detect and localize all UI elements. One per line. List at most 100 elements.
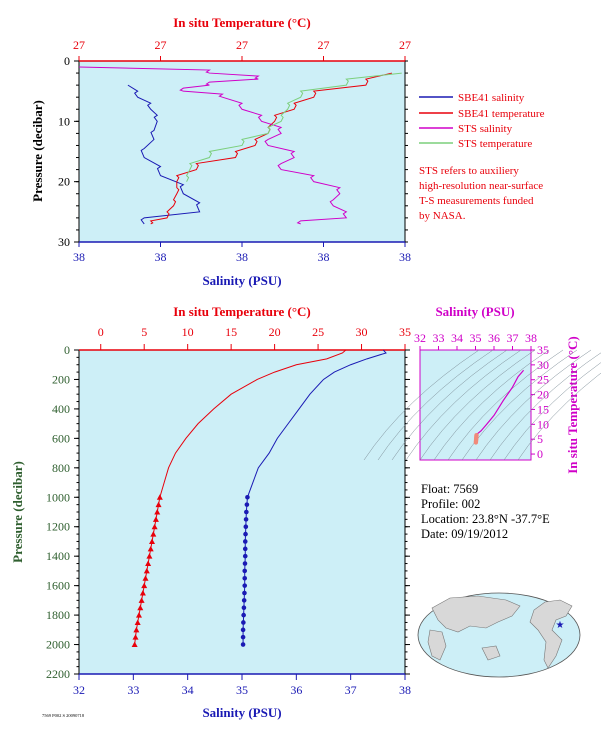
float-location-star-icon: ★ — [556, 620, 565, 631]
temperature-marker — [138, 597, 145, 603]
sts-note-line-3: T-S measurements funded — [419, 195, 534, 207]
salinity-marker — [242, 539, 248, 544]
salinity-marker — [242, 575, 248, 581]
ts-sal-tick-label: 33 — [433, 331, 445, 345]
ts-temp-tick-label: 10 — [537, 417, 549, 431]
salinity-marker — [241, 620, 246, 625]
sts-note-line-4: by NASA. — [419, 210, 466, 222]
main-sal-tick-label: 37 — [345, 683, 357, 697]
main-pressure-tick-label: 2200 — [46, 667, 70, 681]
salinity-marker — [241, 612, 246, 618]
main-temp-tick-label: 10 — [182, 325, 194, 339]
top-chart: In situ Temperature (°C) 27 27 27 27 27 38 38… — [30, 15, 411, 288]
ts-sal-tick-label: 36 — [488, 331, 500, 345]
main-temp-tick-label: 25 — [312, 325, 324, 339]
main-temp-tick-label: 35 — [399, 325, 411, 339]
main-series-salinity — [242, 349, 387, 645]
salinity-marker — [242, 561, 248, 566]
sts-note-line-1: STS refers to auxiliery — [419, 165, 519, 177]
main-pressure-tick-label: 1600 — [46, 579, 70, 593]
temperature-marker — [152, 516, 159, 522]
top-chart-salinity-axis-label: Salinity (PSU) — [202, 273, 281, 288]
salinity-marker — [242, 553, 248, 559]
main-chart-salinity-axis-label: Salinity (PSU) — [202, 705, 281, 720]
ts-sal-tick-label: 38 — [525, 331, 537, 345]
temperature-marker — [131, 641, 138, 648]
temperature-marker — [147, 545, 154, 552]
ts-salinity-axis-label: Salinity (PSU) — [435, 304, 514, 319]
ts-temp-tick-label: 5 — [537, 432, 543, 446]
top-plot-area — [78, 60, 406, 243]
ts-temp-tick-label: 20 — [537, 388, 549, 402]
main-pressure-tick-label: 400 — [52, 402, 70, 416]
top-pressure-tick-label: 20 — [58, 175, 70, 189]
main-pressure-tick-label: 600 — [52, 431, 70, 445]
ts-density-contour — [391, 349, 508, 461]
salinity-marker — [242, 568, 248, 574]
main-chart-pressure-axis-label: Pressure (decibar) — [10, 461, 25, 563]
temperature-marker — [156, 494, 163, 500]
top-sal-tick-label: 38 — [236, 250, 248, 264]
temperature-marker — [139, 590, 146, 596]
temperature-marker — [154, 509, 161, 515]
top-pressure-tick-label: 30 — [58, 235, 70, 249]
temperature-marker — [135, 612, 142, 618]
ts-density-contour — [433, 349, 550, 461]
main-pressure-tick-label: 800 — [52, 461, 70, 475]
temperature-marker — [132, 634, 139, 640]
top-sal-tick-label: 38 — [399, 250, 411, 264]
temperature-marker — [155, 501, 162, 508]
ts-temp-tick-label: 30 — [537, 358, 549, 372]
temperature-marker — [141, 582, 148, 589]
top-sal-tick-label: 38 — [318, 250, 330, 264]
ts-sal-tick-label: 32 — [414, 331, 426, 345]
main-temp-tick-label: 15 — [225, 325, 237, 339]
main-temp-tick-label: 20 — [269, 325, 281, 339]
top-sal-tick-label: 38 — [155, 250, 167, 264]
top-pressure-tick-label: 10 — [58, 114, 70, 128]
top-chart-temp-axis-label: In situ Temperature (°C) — [173, 15, 311, 30]
top-series-0 — [127, 84, 201, 225]
main-sal-tick-label: 32 — [73, 683, 85, 697]
top-series-1 — [149, 72, 393, 225]
ts-density-contour — [405, 349, 522, 461]
temperature-marker — [151, 523, 158, 530]
main-sal-tick-label: 34 — [182, 683, 194, 697]
ts-sal-tick-label: 37 — [507, 331, 519, 345]
top-temp-tick-label: 27 — [318, 38, 330, 52]
top-temp-tick-label: 27 — [399, 38, 411, 52]
world-map: ★ — [417, 592, 581, 678]
temperature-marker — [137, 604, 144, 611]
salinity-marker — [240, 627, 246, 633]
main-temp-tick-label: 30 — [356, 325, 368, 339]
date: Date: 09/19/2012 — [421, 527, 508, 541]
salinity-marker — [242, 583, 248, 588]
temperature-marker — [142, 575, 149, 581]
salinity-marker — [242, 590, 247, 596]
ts-temp-tick-label: 15 — [537, 402, 549, 416]
salinity-marker — [241, 598, 247, 603]
ts-density-contour — [419, 349, 536, 461]
temperature-marker — [149, 538, 156, 544]
main-pressure-tick-label: 1000 — [46, 490, 70, 504]
temperature-marker — [133, 626, 140, 633]
legend-sts-temperature: STS temperature — [458, 138, 532, 150]
top-sal-tick-label: 38 — [73, 250, 85, 264]
salinity-marker — [240, 634, 246, 640]
float-info: Float: 7569 Profile: 002 Location: 23.8°… — [421, 482, 550, 541]
main-pressure-tick-label: 2000 — [46, 638, 70, 652]
main-pressure-tick-label: 1800 — [46, 608, 70, 622]
main-sal-tick-label: 36 — [290, 683, 302, 697]
float-id: Float: 7569 — [421, 482, 478, 496]
top-series-3 — [185, 72, 402, 182]
map-land-africa — [427, 629, 447, 661]
salinity-marker — [243, 524, 249, 530]
top-temp-tick-label: 27 — [236, 38, 248, 52]
ts-marker — [474, 432, 479, 438]
ts-sal-tick-label: 34 — [451, 331, 463, 345]
salinity-marker — [242, 546, 248, 552]
top-chart-pressure-axis-label: Pressure (decibar) — [30, 100, 45, 202]
salinity-marker — [243, 517, 249, 522]
map-land-australia — [481, 645, 501, 661]
